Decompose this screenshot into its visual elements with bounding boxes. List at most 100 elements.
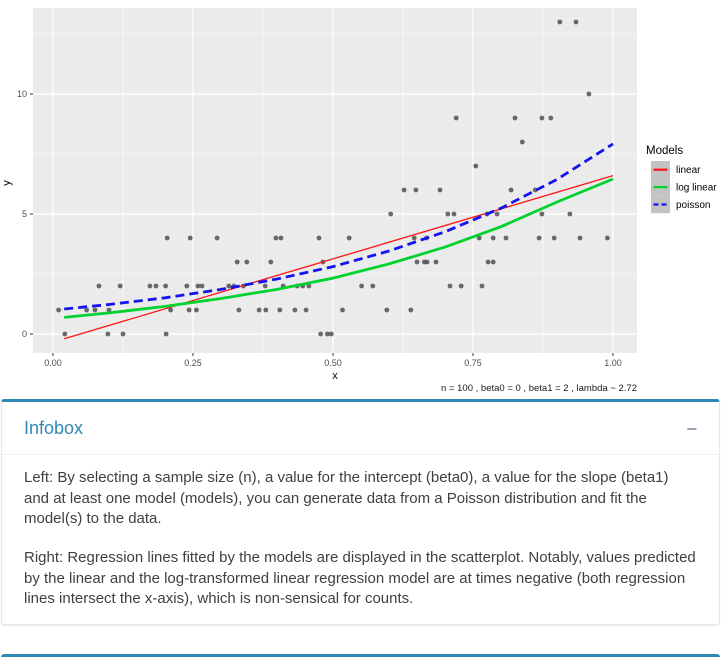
data-point — [92, 307, 98, 313]
data-point — [244, 259, 250, 265]
data-point — [84, 307, 89, 313]
data-point — [184, 283, 190, 289]
data-point — [106, 307, 112, 313]
infobox-header: Infobox − — [2, 402, 719, 454]
legend: Models linear log linear poisson — [646, 145, 717, 214]
data-point — [437, 187, 443, 193]
y-axis-tick-label: 0 — [22, 329, 27, 339]
data-point — [120, 331, 126, 337]
grid-major — [33, 8, 637, 353]
x-axis-title: x — [332, 370, 338, 382]
data-point — [187, 235, 193, 241]
data-point — [306, 283, 312, 289]
plot-caption: n = 100 , beta0 = 0 , beta1 = 2 , lambda… — [441, 383, 637, 394]
data-point — [494, 211, 500, 217]
data-point — [164, 235, 170, 241]
scatterplot-output: 0.00 0.25 0.50 0.75 1.00 x 0 5 10 y n = 100 , beta… — [1, 8, 718, 394]
data-point — [340, 307, 345, 313]
plot-panel — [33, 8, 637, 353]
data-point — [458, 283, 464, 289]
data-point — [605, 235, 610, 241]
data-point — [56, 307, 61, 313]
data-point — [195, 283, 201, 289]
x-axis: 0.00 0.25 0.50 0.75 1.00 x — [44, 353, 622, 382]
data-point — [318, 331, 324, 337]
data-point — [316, 235, 322, 241]
data-point — [163, 331, 169, 337]
data-point — [328, 331, 334, 337]
data-point — [586, 91, 592, 97]
y-axis-title: y — [1, 180, 13, 186]
regression-scatterplot: 0.00 0.25 0.50 0.75 1.00 x 0 5 10 y n = 100 , beta… — [1, 8, 717, 394]
data-point — [273, 235, 279, 241]
data-point — [414, 259, 420, 265]
data-point — [539, 115, 545, 121]
data-point — [234, 259, 240, 265]
collapse-button[interactable]: − — [678, 416, 705, 442]
y-axis-tick-label: 10 — [17, 89, 27, 99]
data-point — [292, 307, 298, 313]
data-point — [424, 259, 430, 265]
data-point — [268, 259, 274, 265]
data-point — [62, 331, 68, 337]
y-axis-tick-label: 5 — [22, 209, 27, 219]
data-point — [411, 235, 417, 241]
x-axis-tick-label: 0.75 — [464, 358, 482, 368]
legend-label: poisson — [676, 200, 710, 211]
data-point — [236, 307, 242, 313]
data-point — [512, 115, 518, 121]
data-point — [256, 307, 262, 313]
data-point — [194, 307, 199, 313]
data-point — [105, 331, 111, 337]
regression-line-linear — [64, 174, 614, 340]
data-point — [539, 211, 545, 217]
data-point — [278, 235, 284, 241]
infobox-paragraph-right: Right: Regression lines fitted by the mo… — [24, 549, 696, 608]
regression-line-log-linear — [64, 177, 614, 319]
data-point — [490, 259, 496, 265]
x-axis-tick-label: 0.50 — [324, 358, 342, 368]
data-point — [401, 187, 407, 193]
legend-label: log linear — [676, 183, 717, 194]
data-point — [490, 235, 496, 241]
legend-title: Models — [646, 145, 683, 157]
x-axis-tick-label: 0.00 — [44, 358, 62, 368]
data-point — [388, 211, 394, 217]
data-point — [153, 283, 159, 289]
data-point — [573, 19, 579, 25]
legend-label: linear — [676, 165, 701, 176]
x-axis-tick-label: 0.25 — [184, 358, 202, 368]
data-point — [453, 115, 459, 121]
data-point — [548, 115, 554, 121]
data-point — [413, 187, 419, 193]
infobox-title: Infobox — [24, 418, 84, 438]
data-point — [508, 187, 514, 193]
data-point — [359, 283, 364, 289]
data-point — [503, 235, 509, 241]
data-point — [96, 283, 102, 289]
data-point — [117, 283, 123, 289]
infobox-paragraph-left: Left: By selecting a sample size (n), a … — [24, 469, 669, 528]
data-point — [226, 283, 232, 289]
data-point — [567, 211, 573, 217]
data-point — [408, 307, 414, 313]
data-point — [199, 283, 205, 289]
data-point — [451, 211, 457, 217]
data-point — [262, 283, 268, 289]
data-point — [479, 283, 485, 289]
y-axis: 0 5 10 y — [1, 89, 33, 339]
data-point — [445, 211, 451, 217]
data-point — [263, 307, 269, 313]
infobox-panel: Infobox − Left: By selecting a sample si… — [1, 399, 720, 626]
regression-line-poisson — [64, 142, 614, 311]
data-point — [536, 235, 542, 241]
data-point — [476, 235, 482, 241]
infobox-body: Left: By selecting a sample size (n), a … — [2, 454, 719, 624]
data-point — [551, 235, 557, 241]
data-point — [168, 307, 174, 313]
grid-minor — [33, 8, 637, 353]
data-point — [277, 307, 283, 313]
data-point — [485, 259, 491, 265]
data-point — [147, 283, 153, 289]
data-point — [303, 307, 309, 313]
